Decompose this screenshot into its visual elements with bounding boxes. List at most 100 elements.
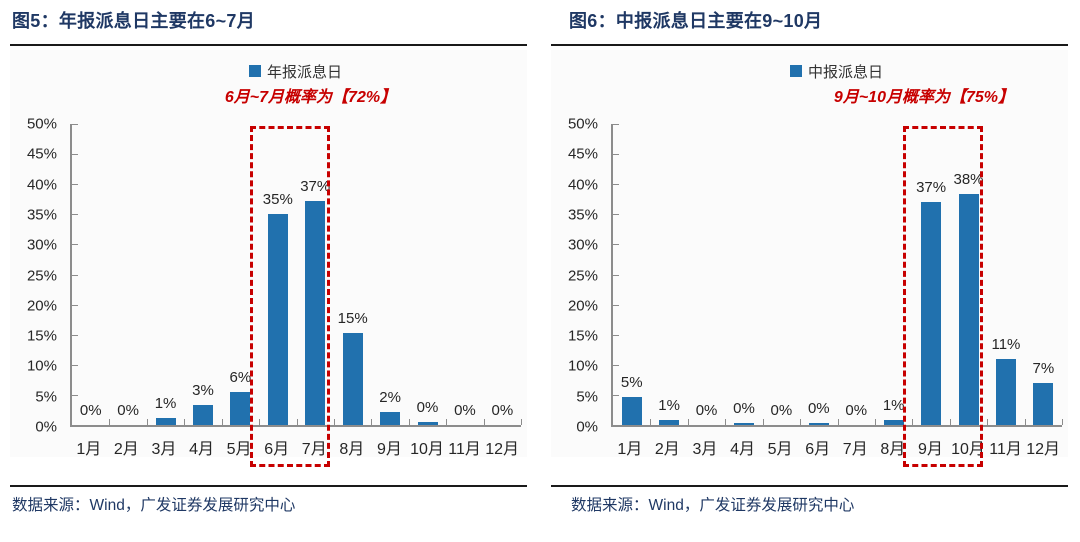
y-axis-tick [613,214,619,216]
bar [155,418,176,425]
y-axis-tick [613,364,619,366]
source-text: 数据来源：Wind，广发证券发展研究中心 [12,497,296,514]
divider-bottom [10,485,527,487]
y-axis-label: 15% [26,327,57,345]
x-axis-label: 1月 [617,441,643,458]
bar [921,202,942,425]
x-axis-label: 9月 [376,441,402,458]
bar [883,420,904,425]
y-axis-tick [613,304,619,306]
bar-slot: 1% [650,124,687,425]
bar-value-label: 1% [882,397,905,415]
x-axis-tick [371,419,373,425]
x-axis-tick [949,419,951,425]
y-axis-label: 25% [26,267,57,284]
y-axis-label: 5% [35,388,57,406]
y-axis-tick [72,304,78,306]
x-axis-label: 4月 [730,441,755,458]
bar-value-label: 5% [620,373,643,391]
bar-value-label: 0% [416,399,439,416]
probability-annotation: 6月~7月概率为【72%】 [224,89,397,106]
y-axis-label: 10% [26,357,57,375]
divider-top [10,44,527,46]
y-axis-tick [72,124,78,125]
y-axis-label: 35% [26,206,57,224]
y-axis-tick [72,184,78,186]
bar [342,332,363,425]
bar-value-label: 0% [454,402,476,419]
x-axis-tick [874,419,876,425]
bar-value-label: 0% [117,402,139,419]
bar-value-label: 37% [300,178,331,196]
bar-value-label: 37% [916,179,947,197]
bar-value-label: 1% [154,395,177,413]
y-axis-tick [613,244,619,246]
x-axis-tick [1024,419,1026,425]
plot-area: 5% 1% 0% 0% 0% 0% 0% 1% 37% 38% 11% 7% [611,124,1063,467]
y-axis: 0% 5% 10% 15% 20% 25% 30% 35% 40% 45% 50% [16,116,63,436]
divider-top [551,44,1068,46]
legend: 中报派息日 [611,60,1062,82]
bar-slot: 37% [912,124,949,425]
y-axis-label: 20% [567,297,598,315]
bar [659,420,680,425]
bar-value-label: 0% [845,402,868,419]
bar-slot: 7% [1025,124,1062,425]
x-axis-tick [221,419,223,425]
y-axis-tick [72,244,78,246]
bar-value-label: 0% [770,402,793,419]
y-axis-label: 45% [567,145,598,163]
bar-slot: 0% [409,124,446,425]
x-axis-label: 4月 [189,441,214,458]
bars: 0% 0% 1% 3% 6% 35% 37% 15% 2% 0% 0% 0% [72,124,521,425]
plot-area: 0% 0% 1% 3% 6% 35% 37% 15% 2% 0% 0% 0% [70,124,522,467]
bar-slot: 0% [446,124,483,425]
bar-slot: 0% [800,124,837,425]
bar [995,358,1016,425]
bar-slot: 1% [875,124,912,425]
x-axis-label: 10月 [951,441,985,458]
bar [808,422,829,425]
bar-value-label: 0% [79,402,102,419]
bar [230,391,251,425]
bar [380,411,401,425]
x-axis-tick [800,419,802,425]
y-axis-label: 50% [26,115,57,133]
y-axis-tick [72,364,78,366]
y-axis-tick [613,394,619,396]
x-axis-label: 7月 [842,441,868,458]
bar-value-label: 0% [491,402,514,419]
x-axis-tick [687,419,689,425]
bar [1033,382,1054,425]
bar-slot: 0% [72,124,109,425]
x-axis-label: 6月 [264,441,290,458]
x-axis-label: 2月 [654,441,680,458]
bar-slot: 3% [184,124,221,425]
bar-slot: 11% [987,124,1024,425]
legend-swatch-icon [789,65,802,77]
y-axis-label: 35% [567,206,598,224]
y-axis-tick [613,425,619,426]
y-axis-tick [613,184,619,186]
x-axis-label: 3月 [692,441,718,458]
bar-value-label: 0% [695,402,718,419]
y-axis-tick [613,124,619,125]
y-axis-label: 50% [567,115,598,133]
y-axis-label: 10% [567,357,598,375]
x-axis-labels: 1月 2月 3月 4月 5月 6月 7月 8月 9月 10月 11月 12月 [70,427,521,458]
bar-value-label: 2% [379,388,401,406]
y-axis-tick [613,274,619,276]
bar-slot: 0% [688,124,725,425]
x-axis-label: 12月 [485,441,520,458]
bar-value-label: 0% [733,399,755,417]
bar [305,201,326,425]
x-axis-tick [408,419,410,425]
bar-slot: 37% [297,124,334,425]
x-axis-label: 1月 [76,441,102,458]
x-axis-label: 8月 [339,441,365,458]
bar [733,422,754,425]
chart-panel-annual-dividend: 图5：年报派息日主要在6~7月 年报派息日 6月~7月概率为【72%】 0% 5%… [10,6,527,516]
bar-value-label: 11% [991,335,1021,353]
bar-value-label: 15% [337,309,368,327]
legend-swatch-icon [248,65,261,77]
